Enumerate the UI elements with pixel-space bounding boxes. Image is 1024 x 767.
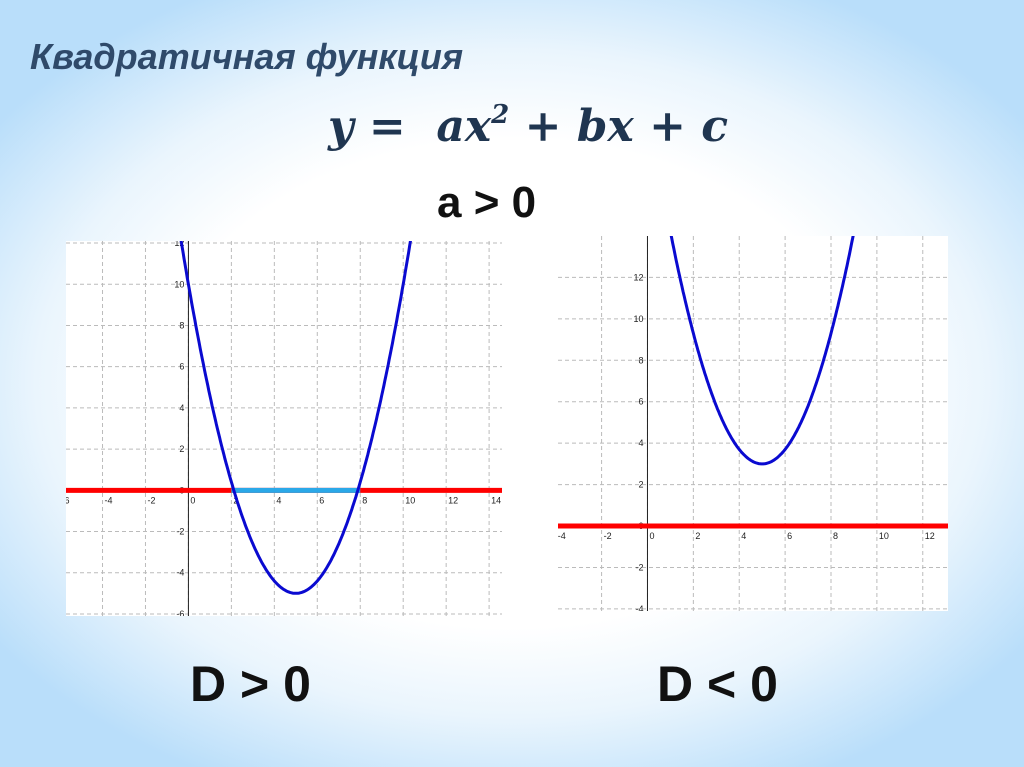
x-tick-label: 10 [405,495,415,505]
y-tick-label: 2 [179,444,184,454]
formula: y = ax2 + bx + c [328,100,728,152]
formula-y: y [328,101,354,152]
x-tick-label: 4 [276,495,281,505]
formula-exp: 2 [491,100,510,130]
x-tick-label: 6 [319,495,324,505]
label-d-positive: D > 0 [190,656,311,712]
x-tick-label: -4 [105,495,113,505]
y-tick-label: -4 [176,568,184,578]
x-tick-label: 2 [695,531,700,541]
y-tick-label: 6 [179,362,184,372]
x-tick-label: 12 [448,495,458,505]
y-tick-label: 12 [633,272,643,282]
y-tick-label: 4 [179,403,184,413]
y-tick-label: -2 [635,562,643,572]
y-tick-label: 8 [638,355,643,365]
label-d-negative: D < 0 [657,656,778,712]
formula-rest: + bx + c [524,101,729,152]
y-tick-label: -4 [635,604,643,611]
formula-ax: ax [436,101,492,152]
x-tick-label: 0 [649,531,654,541]
y-tick-label: -6 [176,609,184,616]
y-tick-label: 4 [638,438,643,448]
x-tick-label: -4 [558,531,566,541]
y-tick-label: 10 [633,314,643,324]
x-tick-label: 12 [925,531,935,541]
x-tick-label: 0 [190,495,195,505]
parabola-curve [669,236,855,466]
y-tick-label: 10 [174,279,184,289]
y-tick-label: 6 [638,397,643,407]
formula-eq: = [368,101,406,152]
x-tick-label: -2 [147,495,155,505]
condition-label: a > 0 [437,178,537,227]
x-tick-label: 10 [879,531,889,541]
x-tick-label: -2 [604,531,612,541]
parabola-curve [179,241,412,595]
y-tick-label: 2 [638,480,643,490]
y-tick-label: 8 [179,320,184,330]
y-tick-label: -2 [176,527,184,537]
x-tick-label: 8 [362,495,367,505]
x-tick-label: 8 [833,531,838,541]
x-tick-label: 14 [491,495,501,505]
y-tick-label: 12 [174,241,184,248]
slide-title: Квадратичная функция [30,36,464,77]
x-tick-label: -6 [66,495,70,505]
x-tick-label: 6 [787,531,792,541]
x-tick-label: 4 [741,531,746,541]
